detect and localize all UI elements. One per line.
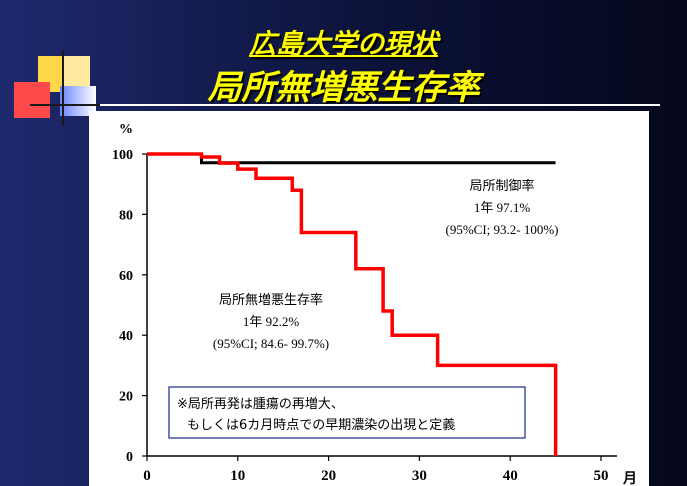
annotation-pfs: 局所無増悪生存率 1年 92.2% (95%CI; 84.6- 99.7%): [213, 292, 329, 351]
y-tick-label: 100: [112, 148, 133, 163]
deco-line-horizontal: [30, 104, 100, 106]
deco-line-vertical: [62, 50, 64, 126]
x-tick-label: 50: [594, 468, 609, 484]
annotation-local-control-ci: (95%CI; 93.2- 100%): [445, 222, 558, 237]
y-tick-label: 40: [119, 329, 133, 344]
annotation-local-control-rate: 1年 97.1%: [474, 200, 531, 215]
y-tick-label: 20: [119, 390, 133, 405]
x-tick-label: 0: [143, 468, 151, 484]
x-axis-label: 月: [622, 471, 637, 486]
y-tick-label: 60: [119, 269, 133, 284]
annotation-pfs-ci: (95%CI; 84.6- 99.7%): [213, 336, 329, 351]
x-tick-label: 20: [321, 468, 336, 484]
note-box: ※局所再発は腫瘍の再増大、 もしくは6カ月時点での早期濃染の出現と定義: [168, 386, 526, 439]
annotation-pfs-rate: 1年 92.2%: [243, 314, 300, 329]
x-tick-label: 30: [412, 468, 427, 484]
survival-chart: % 月 0 20 40 60 80 100 0 10 20 30 40 50 局所制御率 1年 97…: [112, 122, 637, 486]
y-axis-label: %: [119, 122, 133, 137]
deco-square-pale: [64, 56, 90, 86]
title-divider: [60, 104, 660, 106]
annotation-pfs-name: 局所無増悪生存率: [219, 292, 323, 308]
y-tick-label: 80: [119, 208, 133, 223]
note-line1: ※局所再発は腫瘍の再増大、: [177, 396, 344, 412]
x-tick-label: 40: [503, 468, 518, 484]
deco-square-red: [14, 82, 50, 118]
slide-title-line1: 広島大学の現状: [249, 29, 438, 60]
annotation-local-control: 局所制御率 1年 97.1% (95%CI; 93.2- 100%): [445, 178, 558, 237]
x-tick-label: 10: [230, 468, 245, 484]
note-box-frame: [168, 386, 526, 439]
y-tick-label: 0: [126, 450, 133, 465]
series-line-pfs: [147, 152, 558, 456]
note-line2: もしくは6カ月時点での早期濃染の出現と定義: [187, 417, 455, 433]
slide-title-line2: 局所無増悪生存率: [207, 68, 480, 108]
annotation-local-control-name: 局所制御率: [469, 178, 534, 194]
